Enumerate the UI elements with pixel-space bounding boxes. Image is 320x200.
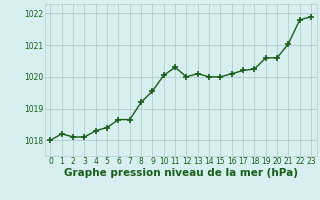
X-axis label: Graphe pression niveau de la mer (hPa): Graphe pression niveau de la mer (hPa) <box>64 168 298 178</box>
